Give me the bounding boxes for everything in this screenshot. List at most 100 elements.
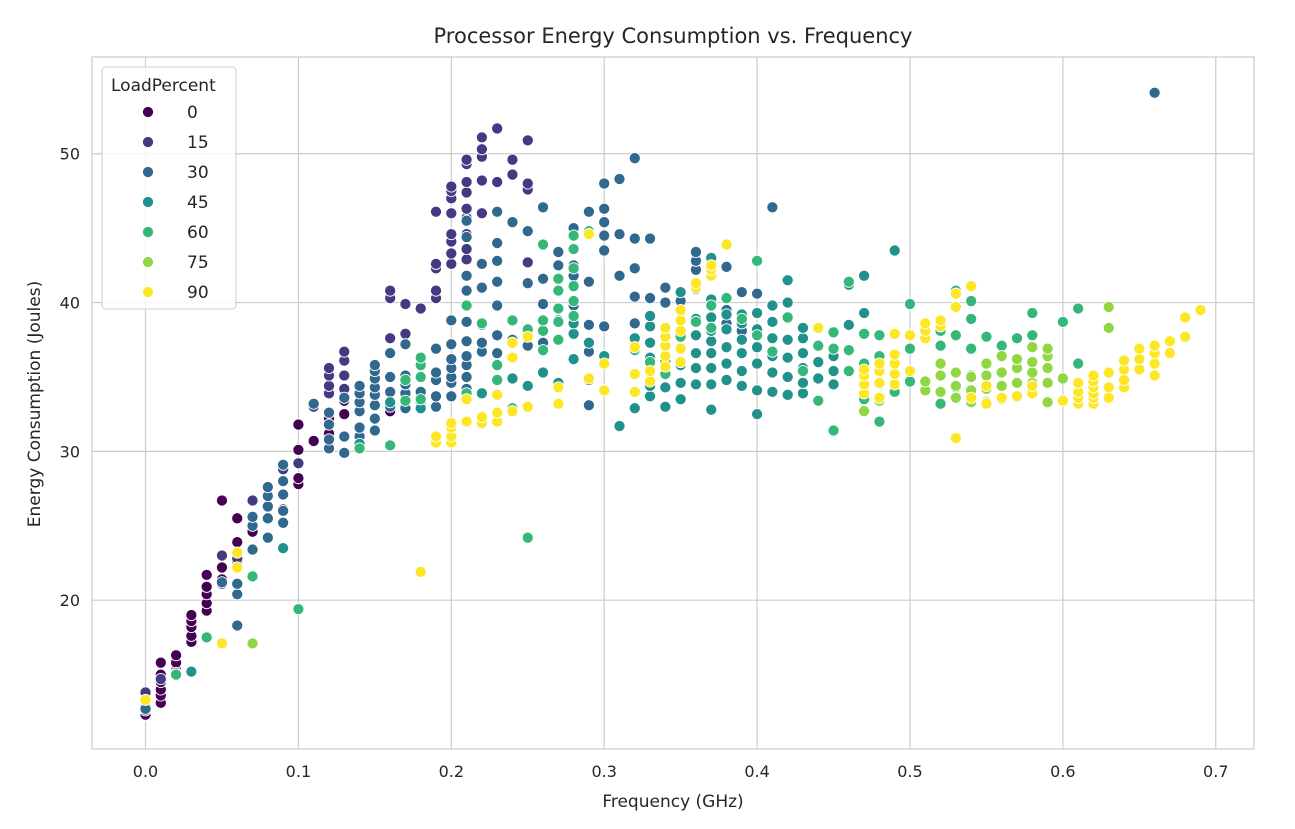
data-point xyxy=(598,229,611,242)
data-point xyxy=(980,357,993,370)
data-point xyxy=(460,393,473,406)
data-point xyxy=(460,284,473,297)
data-point xyxy=(399,338,412,351)
data-point xyxy=(674,286,687,299)
data-point xyxy=(1072,357,1085,370)
data-point xyxy=(475,281,488,294)
data-point xyxy=(475,143,488,156)
data-point xyxy=(751,408,764,421)
data-point xyxy=(965,342,978,355)
data-point xyxy=(552,245,565,259)
data-point xyxy=(781,333,794,346)
data-point xyxy=(1163,335,1176,348)
data-point xyxy=(506,314,519,327)
data-point xyxy=(1041,342,1054,355)
data-point xyxy=(445,353,458,366)
data-point xyxy=(460,253,473,266)
grid-lines xyxy=(92,57,1254,749)
data-point xyxy=(322,433,336,446)
data-point xyxy=(231,588,244,601)
data-point xyxy=(139,693,152,706)
data-point xyxy=(827,342,840,355)
data-point xyxy=(429,342,443,355)
data-point xyxy=(873,391,886,404)
data-point xyxy=(689,315,702,328)
data-point xyxy=(598,357,611,370)
data-point xyxy=(231,577,244,590)
data-point xyxy=(644,292,657,305)
data-point xyxy=(705,259,718,272)
data-point xyxy=(491,236,504,250)
data-point xyxy=(231,546,244,559)
data-point xyxy=(1102,381,1115,394)
legend-marker xyxy=(141,105,155,119)
legend-label: 45 xyxy=(187,193,209,213)
data-point xyxy=(613,420,626,433)
data-point xyxy=(674,314,687,327)
data-point xyxy=(720,260,733,273)
data-point xyxy=(338,391,351,404)
data-point xyxy=(460,231,473,244)
data-point xyxy=(842,344,855,357)
data-point xyxy=(735,347,748,360)
data-point xyxy=(613,172,626,186)
data-point xyxy=(567,295,580,308)
data-point xyxy=(751,329,764,342)
data-point xyxy=(796,364,810,378)
data-point xyxy=(903,342,917,355)
data-point xyxy=(414,351,427,364)
data-point xyxy=(796,387,810,400)
data-point xyxy=(1010,332,1024,345)
data-point xyxy=(689,329,702,342)
data-point xyxy=(628,402,641,415)
data-point xyxy=(460,415,473,428)
data-point xyxy=(705,311,718,324)
y-tick-label: 40 xyxy=(60,294,80,313)
data-point xyxy=(170,668,183,681)
data-point xyxy=(674,393,687,406)
data-point xyxy=(582,336,595,349)
data-point xyxy=(796,347,810,360)
data-point xyxy=(429,390,443,403)
data-point xyxy=(277,475,290,488)
data-point xyxy=(475,387,488,400)
data-point xyxy=(751,306,764,320)
data-point xyxy=(491,275,504,288)
data-point xyxy=(277,516,290,529)
data-point xyxy=(812,394,825,407)
data-point xyxy=(812,356,825,369)
data-point xyxy=(582,372,595,385)
data-point xyxy=(292,603,305,616)
data-point xyxy=(384,385,397,398)
data-point xyxy=(796,376,810,389)
data-point xyxy=(1102,391,1115,404)
data-point xyxy=(536,324,550,337)
data-point xyxy=(858,306,871,320)
data-point xyxy=(1072,302,1085,315)
data-point xyxy=(1148,369,1161,382)
data-point xyxy=(705,361,718,375)
data-point xyxy=(628,367,641,381)
data-point xyxy=(277,504,290,517)
data-point xyxy=(582,275,595,288)
data-point xyxy=(384,347,397,360)
data-point xyxy=(674,324,687,337)
x-tick-label: 0.5 xyxy=(897,762,922,781)
data-point xyxy=(200,631,213,644)
data-point xyxy=(1010,390,1024,403)
data-point xyxy=(903,329,917,342)
data-point xyxy=(613,228,626,241)
data-points xyxy=(139,86,1207,721)
data-point xyxy=(414,393,427,406)
data-point xyxy=(460,202,473,215)
data-point xyxy=(506,216,519,229)
data-point xyxy=(705,347,718,360)
data-point xyxy=(949,379,962,392)
x-tick-label: 0.4 xyxy=(744,762,769,781)
tick-labels: 0.0 0.1 0.2 0.3 0.4 0.5 0.6 0.7 20 30 40 50 xyxy=(60,145,1229,781)
data-point xyxy=(1026,366,1039,379)
data-point xyxy=(1117,354,1131,367)
data-point xyxy=(1133,342,1146,355)
